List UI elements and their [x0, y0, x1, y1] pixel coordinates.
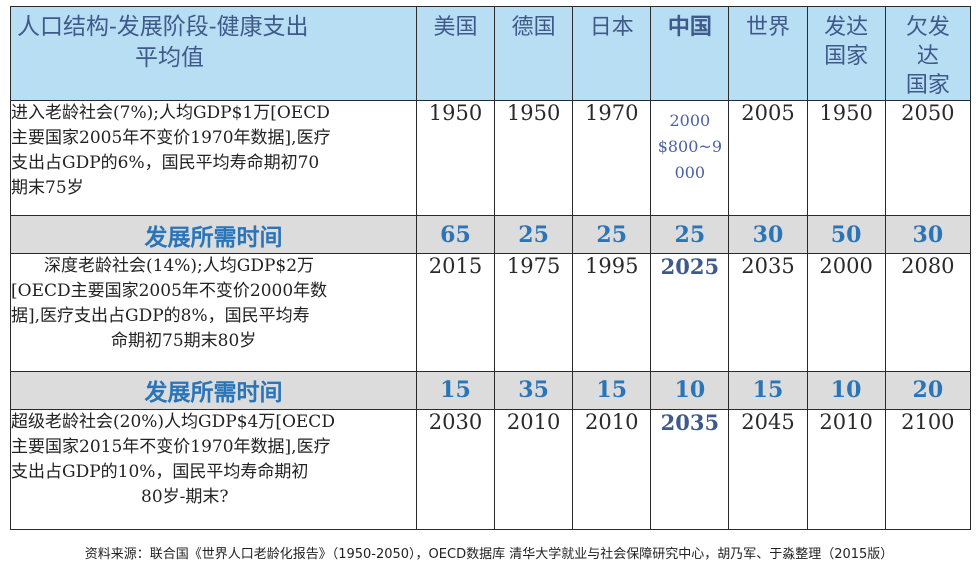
column-header-developed: 发达 国家 [806, 5, 886, 102]
cell-value: 1950 [415, 100, 496, 217]
cell-value: 2080 [884, 253, 972, 372]
cell-value: 65 [415, 215, 496, 255]
cell-value-china: 2035 [650, 408, 730, 531]
cell-value: 2000 [806, 253, 886, 372]
column-header-less-developed: 欠发 达 国家 [884, 5, 972, 102]
cell-value: 2100 [884, 408, 972, 531]
cell-value: 15 [572, 370, 652, 410]
cell-value: 2005 [728, 100, 808, 217]
table-row-transition-time-2: 发展所需时间 15 35 15 10 15 10 20 [10, 370, 972, 410]
aging-health-table: 人口结构-发展阶段-健康支出 平均值 美国 德国 日本 中国 世界 发达 国家 … [10, 5, 972, 531]
cell-value: 2035 [728, 253, 808, 372]
cell-value-china: 2000 $800~9 000 [650, 100, 730, 217]
cell-value: 2010 [806, 408, 886, 531]
cell-value: 1995 [572, 253, 652, 372]
cell-value: 2015 [415, 253, 496, 372]
cell-value: 10 [650, 370, 730, 410]
row-label-aging-society: 进入老龄社会(7%);人均GDP$1万[OECD 主要国家2005年不变价197… [10, 100, 417, 217]
cell-value: 1970 [572, 100, 652, 217]
table-row-deep-aging-society: 深度老龄社会(14%);人均GDP$2万 [OECD主要国家2005年不变价20… [10, 253, 972, 372]
cell-value: 2050 [884, 100, 972, 217]
cell-value: 10 [806, 370, 886, 410]
cell-value: 2045 [728, 408, 808, 531]
column-header-usa: 美国 [415, 5, 496, 102]
cell-value: 1950 [806, 100, 886, 217]
cell-value: 2010 [494, 408, 574, 531]
cell-value: 30 [884, 215, 972, 255]
header-row: 人口结构-发展阶段-健康支出 平均值 美国 德国 日本 中国 世界 发达 国家 … [10, 5, 972, 102]
cell-value: 1950 [494, 100, 574, 217]
cell-value-china: 2025 [650, 253, 730, 372]
column-header-japan: 日本 [572, 5, 652, 102]
cell-value: 15 [728, 370, 808, 410]
cell-value: 50 [806, 215, 886, 255]
cell-value: 25 [494, 215, 574, 255]
table-row-aging-society: 进入老龄社会(7%);人均GDP$1万[OECD 主要国家2005年不变价197… [10, 100, 972, 217]
cell-value: 2030 [415, 408, 496, 531]
table-row-super-aging-society: 超级老龄社会(20%)人均GDP$4万[OECD 主要国家2015年不变价197… [10, 408, 972, 531]
cell-value: 25 [650, 215, 730, 255]
cell-value: 20 [884, 370, 972, 410]
table-row-transition-time-1: 发展所需时间 65 25 25 25 30 50 30 [10, 215, 972, 255]
cell-value: 30 [728, 215, 808, 255]
column-header-china: 中国 [650, 5, 730, 102]
row-label-deep-aging-society: 深度老龄社会(14%);人均GDP$2万 [OECD主要国家2005年不变价20… [10, 253, 417, 372]
table-title-line2: 平均值 [135, 45, 204, 71]
row-label-super-aging-society: 超级老龄社会(20%)人均GDP$4万[OECD 主要国家2015年不变价197… [10, 408, 417, 531]
table-title-line1: 人口结构-发展阶段-健康支出 [17, 14, 309, 40]
row-label-transition-time: 发展所需时间 [10, 215, 417, 255]
row-label-transition-time: 发展所需时间 [10, 370, 417, 410]
cell-value: 15 [415, 370, 496, 410]
cell-value: 2010 [572, 408, 652, 531]
column-header-germany: 德国 [494, 5, 574, 102]
source-note: 资料来源：联合国《世界人口老龄化报告》（1950-2050），OECD数据库 清… [84, 547, 894, 562]
column-header-world: 世界 [728, 5, 808, 102]
cell-value: 25 [572, 215, 652, 255]
table-title-cell: 人口结构-发展阶段-健康支出 平均值 [10, 5, 417, 102]
cell-value: 1975 [494, 253, 574, 372]
cell-value: 35 [494, 370, 574, 410]
